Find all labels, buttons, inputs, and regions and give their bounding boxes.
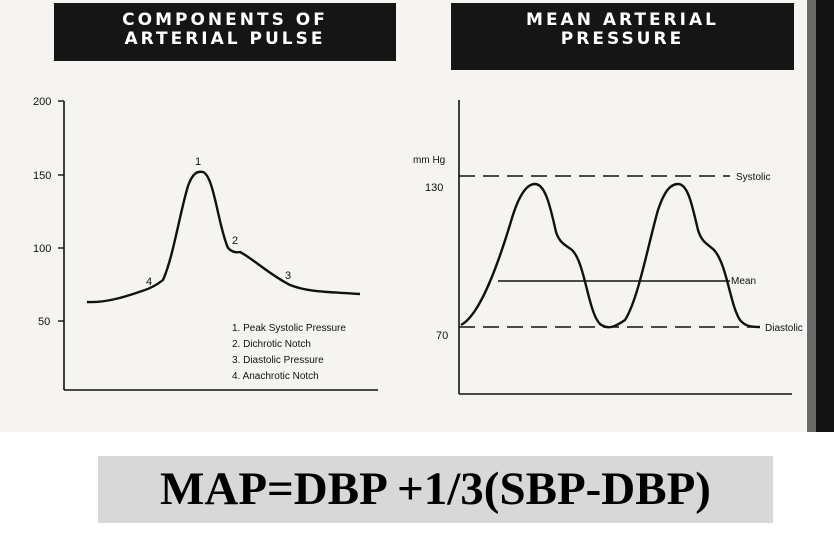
- legend-item-4: 4. Anachrotic Notch: [232, 371, 319, 382]
- scanned-figure: [0, 0, 807, 432]
- y-label-200: 200: [33, 96, 51, 108]
- mean-arterial-pressure-graph: mm Hg 130 70 Systolic Mean Diastolic: [413, 100, 803, 395]
- y-label-70: 70: [436, 330, 448, 342]
- y-label-150: 150: [33, 170, 51, 182]
- map-formula-text: MAP=DBP +1/3(SBP-DBP): [160, 463, 711, 515]
- arterial-pulse-graph: 200 150 100 50 1 2 3 4 1. Peak Systolic …: [33, 96, 378, 391]
- legend-item-2: 2. Dichrotic Notch: [232, 339, 311, 350]
- marker-2-dichrotic-notch: 2: [232, 235, 238, 247]
- mean-label: Mean: [731, 276, 756, 287]
- arterial-pulse-title: COMPONENTS OF ARTERIAL PULSE: [54, 3, 396, 61]
- y-label-50: 50: [38, 316, 50, 328]
- mean-arterial-pressure-title: MEAN ARTERIAL PRESSURE: [451, 3, 794, 70]
- arterial-pulse-title-line2: ARTERIAL PULSE: [124, 29, 326, 49]
- mean-pressure-waveform: [460, 182, 761, 329]
- arterial-pulse-title-line1: COMPONENTS OF: [122, 10, 328, 30]
- marker-4-anachrotic-notch: 4: [146, 276, 152, 288]
- arterial-pulse-waveform: [86, 170, 361, 304]
- y-label-130: 130: [425, 182, 443, 194]
- map-formula-box: MAP=DBP +1/3(SBP-DBP): [98, 456, 773, 523]
- map-title-line2: PRESSURE: [560, 29, 685, 49]
- legend-item-1: 1. Peak Systolic Pressure: [232, 323, 346, 334]
- page-edge-strip: [807, 0, 816, 432]
- map-title-line1: MEAN ARTERIAL: [526, 10, 719, 30]
- systolic-label: Systolic: [736, 172, 770, 183]
- diastolic-label: Diastolic: [765, 323, 803, 334]
- legend-item-3: 3. Diastolic Pressure: [232, 355, 324, 366]
- y-label-100: 100: [33, 243, 51, 255]
- unit-mmhg: mm Hg: [413, 155, 445, 166]
- page-edge-shadow: [807, 0, 834, 432]
- marker-3-diastolic-pressure: 3: [285, 270, 291, 282]
- marker-1-peak-systolic: 1: [195, 156, 201, 168]
